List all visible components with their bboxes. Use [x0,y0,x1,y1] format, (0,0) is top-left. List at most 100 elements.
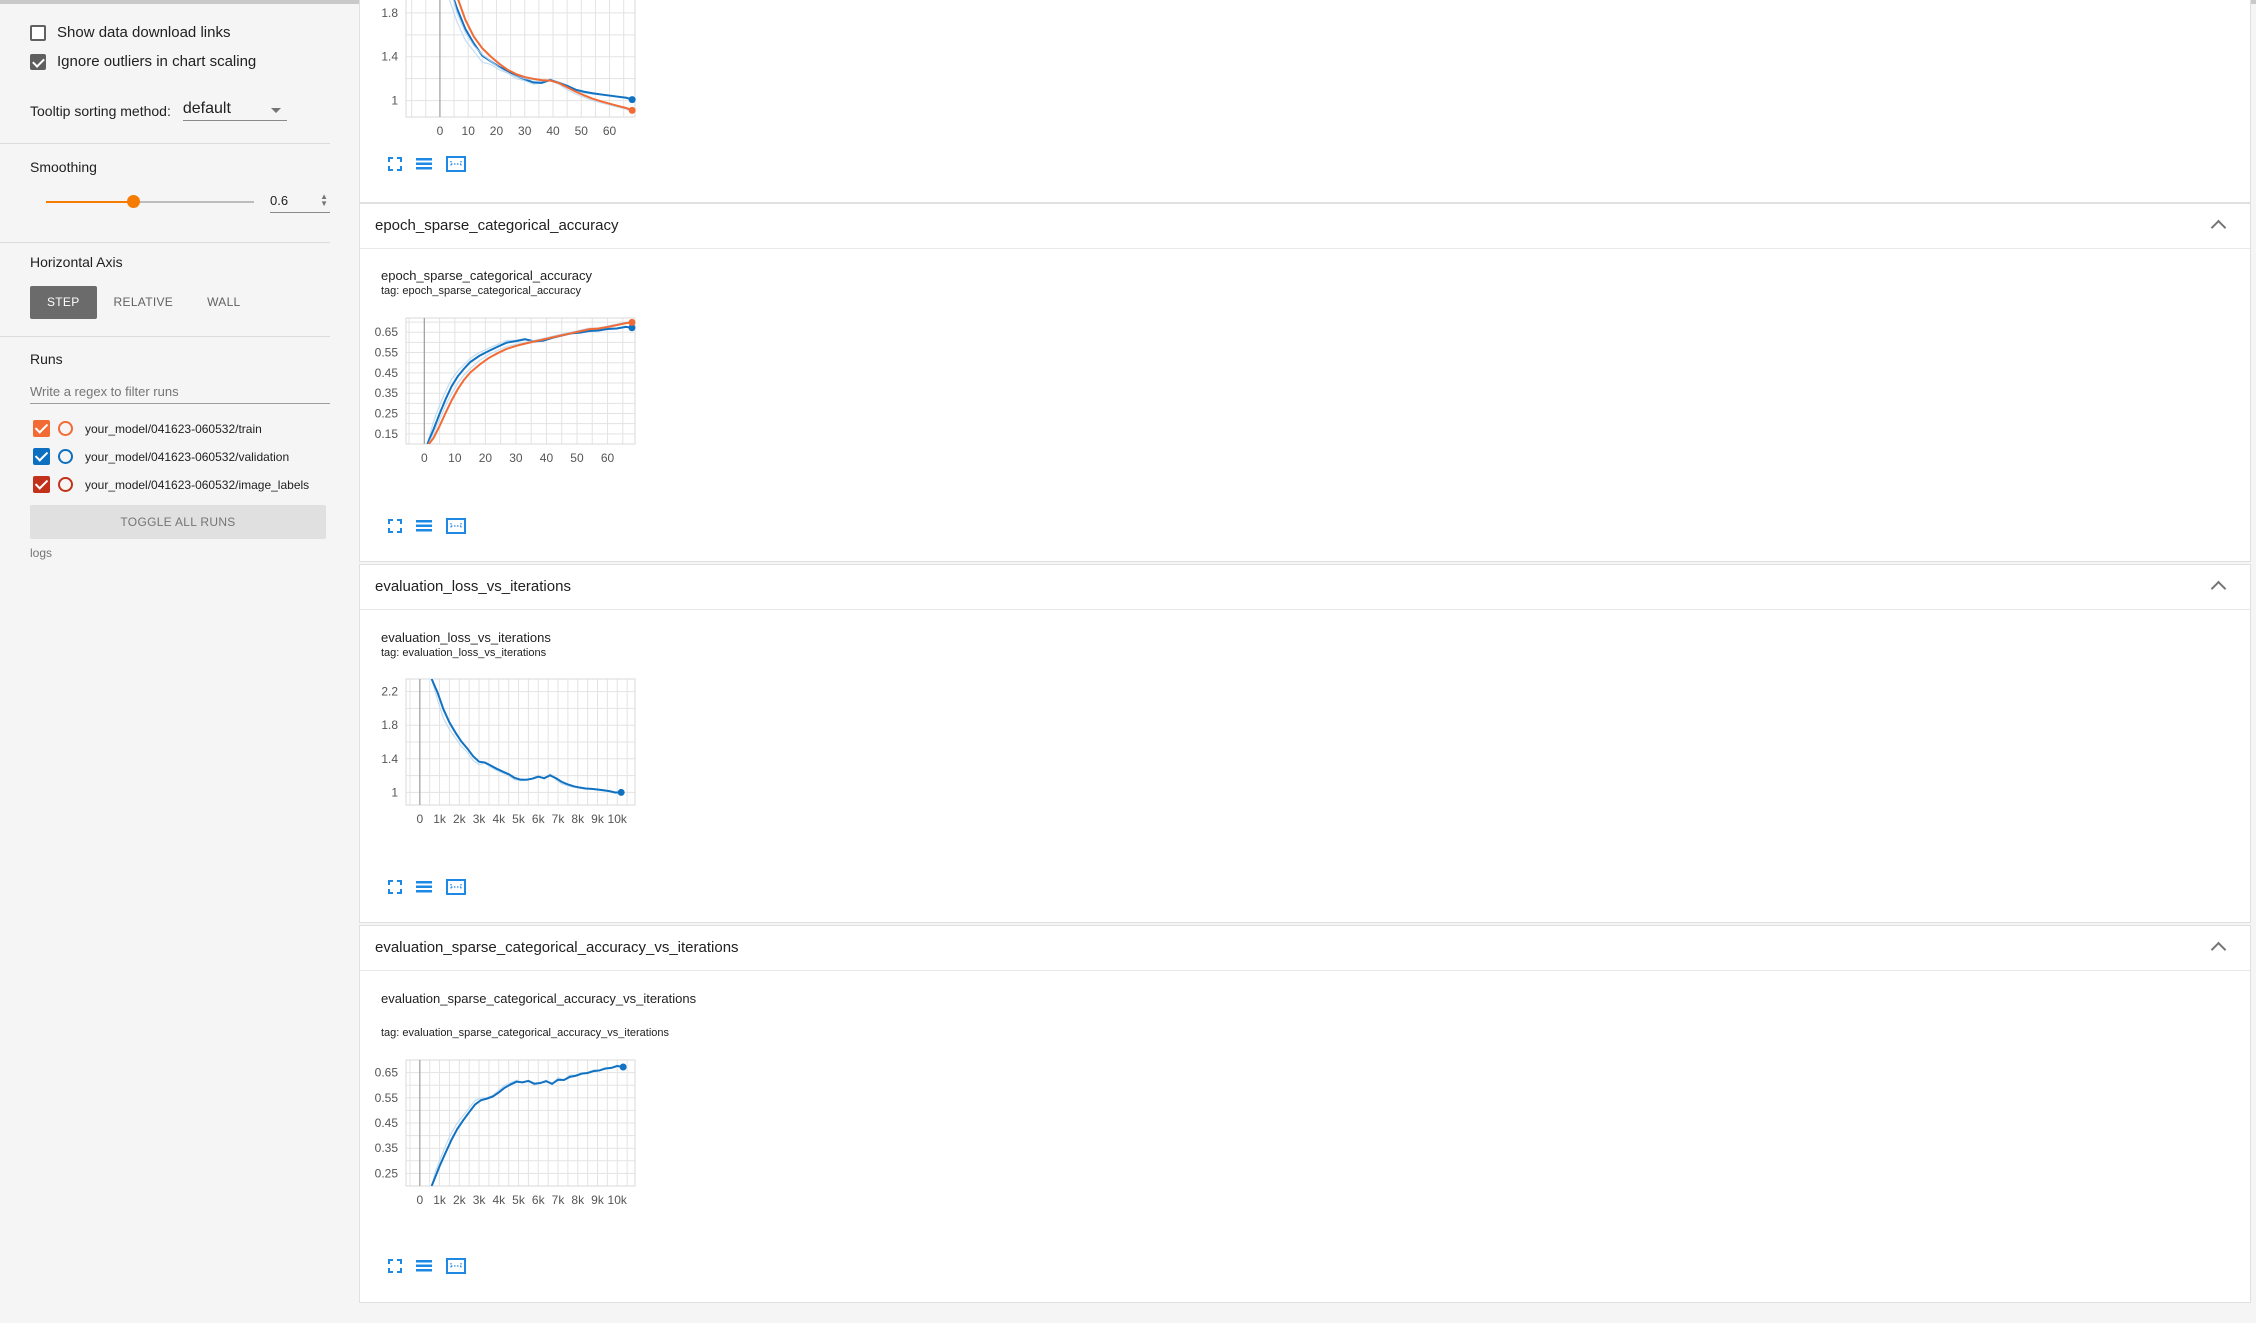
data-table-icon[interactable] [415,157,433,176]
run-color-circle-icon[interactable] [58,449,73,464]
x-tick-label: 40 [540,451,554,465]
fit-domain-icon[interactable] [446,156,466,177]
x-tick-label: 7k [552,1193,566,1207]
x-tick-label: 0 [416,1193,423,1207]
axis-step-button[interactable]: STEP [30,286,97,319]
validation-raw-line [426,325,633,444]
tooltip-sorting-select[interactable]: default [182,100,287,121]
chart-title: evaluation_sparse_categorical_accuracy_v… [381,991,697,1006]
tooltip-sorting-label: Tooltip sorting method: [30,102,171,119]
y-tick-label: 2.2 [381,685,398,699]
card-header[interactable]: evaluation_loss_vs_iterations [360,565,2250,610]
evaluation-accuracy-chart[interactable]: 0 1k 2k 3k 4k 5k 6k 7k 8k 9k 10k 0.25 0.35 0.45 0.55 0.… [370,1046,730,1246]
fit-domain-icon[interactable] [446,518,466,539]
chart-card-evaluation-accuracy: evaluation_sparse_categorical_accuracy_v… [359,925,2251,1303]
show-download-links-checkbox[interactable]: Show data download links [30,24,230,41]
validation-series-line [430,1065,624,1186]
epoch-loss-chart[interactable]: 0 10 20 30 40 50 60 1 1.4 1.8 [370,0,730,136]
x-tick-label: 3k [473,1193,487,1207]
horizontal-axis-label: Horizontal Axis [30,254,123,270]
y-tick-label: 1.8 [381,718,398,732]
divider [0,336,330,337]
fullscreen-icon[interactable] [388,519,402,538]
x-tick-label: 50 [570,451,584,465]
x-tick-label: 3k [473,812,487,826]
plot-area [430,1064,624,1186]
y-tick-label: 0.35 [375,386,399,400]
x-tick-label: 50 [575,124,589,136]
data-table-icon[interactable] [415,880,433,899]
axis-relative-button[interactable]: RELATIVE [113,295,174,309]
fullscreen-icon[interactable] [388,880,402,899]
smoothing-label: Smoothing [30,159,97,175]
run-row-train[interactable]: your_model/041623-060532/train [33,420,262,437]
checkbox-checked-icon[interactable] [30,53,46,70]
collapse-chevron-icon[interactable] [2210,580,2227,597]
epoch-accuracy-chart[interactable]: 0 10 20 30 40 50 60 0.15 0.25 0.35 0.45 0.55 0.65 [370,304,730,504]
x-tick-label: 60 [601,451,615,465]
fullscreen-icon[interactable] [388,157,402,176]
y-tick-label: 1 [391,94,398,108]
validation-series-line [453,0,633,101]
card-header[interactable]: epoch_sparse_categorical_accuracy [360,204,2250,249]
chart-grid [405,0,636,118]
x-tick-label: 10 [448,451,462,465]
x-tick-label: 8k [571,1193,585,1207]
train-end-point [628,318,636,326]
ignore-outliers-checkbox[interactable]: Ignore outliers in chart scaling [30,53,256,70]
toggle-all-runs-button[interactable]: TOGGLE ALL RUNS [30,505,326,539]
run-color-circle-icon[interactable] [58,477,73,492]
smoothing-slider[interactable] [46,195,254,208]
smoothing-input[interactable]: 0.6 ▲ ▼ [270,193,330,213]
run-row-validation[interactable]: your_model/041623-060532/validation [33,448,289,465]
run-checkbox-icon[interactable] [33,448,50,465]
data-table-icon[interactable] [415,519,433,538]
x-tick-label: 0 [421,451,428,465]
validation-end-point [619,1063,627,1071]
runs-filter-input[interactable]: Write a regex to filter runs [30,384,330,404]
x-tick-label: 8k [571,812,585,826]
y-tick-label: 0.55 [375,346,399,360]
x-tick-label: 0 [437,124,444,136]
run-row-image-labels[interactable]: your_model/041623-060532/image_labels [33,476,309,493]
y-tick-label: 0.45 [375,1116,399,1130]
run-checkbox-icon[interactable] [33,476,50,493]
run-name: your_model/041623-060532/train [85,421,262,436]
x-tick-label: 10k [608,1193,628,1207]
run-name: your_model/041623-060532/validation [85,449,290,464]
fit-domain-icon[interactable] [446,1258,466,1279]
y-tick-label: 0.45 [375,366,399,380]
spinner-arrows-icon[interactable]: ▲ ▼ [320,192,328,208]
logs-dir-label: logs [30,546,53,560]
fullscreen-icon[interactable] [388,1259,402,1278]
chart-tag: tag: evaluation_loss_vs_iterations [381,647,547,659]
card-header[interactable]: evaluation_sparse_categorical_accuracy_v… [360,926,2250,971]
run-color-circle-icon[interactable] [58,421,73,436]
x-tick-label: 5k [512,1193,526,1207]
tooltip-sorting-value: default [182,100,231,117]
run-checkbox-icon[interactable] [33,420,50,437]
plot-area [448,0,633,113]
plot-frame [405,1059,636,1187]
x-tick-label: 30 [518,124,532,136]
x-tick-label: 6k [532,812,546,826]
smoothing-slider-thumb[interactable] [127,195,141,208]
x-tick-label: 20 [479,451,493,465]
x-tick-label: 1k [433,1193,447,1207]
runs-label: Runs [30,351,63,367]
y-tick-label: 0.35 [375,1141,399,1155]
evaluation-loss-chart[interactable]: 0 1k 2k 3k 4k 5k 6k 7k 8k 9k 10k 1 1.4 1.8 2.2 [370,665,730,865]
validation-end-point [617,788,625,796]
horizontal-axis-toggle: STEP RELATIVE WALL [30,286,258,319]
axis-wall-button[interactable]: WALL [207,295,241,309]
show-download-links-label: Show data download links [57,24,231,41]
y-tick-label: 0.25 [375,407,399,421]
collapse-chevron-icon[interactable] [2210,219,2227,236]
smoothing-slider-fill [46,201,134,203]
fit-domain-icon[interactable] [446,879,466,900]
checkbox-unchecked-icon[interactable] [30,24,46,41]
data-table-icon[interactable] [415,1259,433,1278]
collapse-chevron-icon[interactable] [2210,941,2227,958]
plot-frame [405,317,636,445]
train-end-point [628,106,636,114]
